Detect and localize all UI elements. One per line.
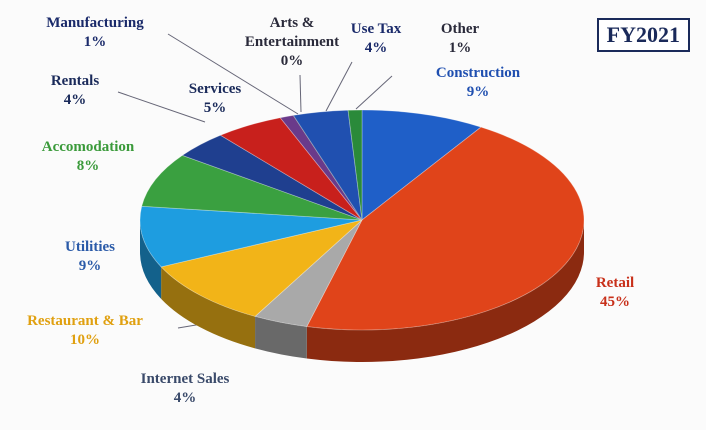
pie-slice <box>254 219 363 327</box>
category-name: Use Tax <box>350 21 402 37</box>
pie-slice <box>361 109 482 221</box>
value-label: 0% <box>280 53 304 69</box>
slice-label: Retail 45% <box>596 274 634 312</box>
category-name: Construction <box>435 65 521 81</box>
slice-label: Utilities 9% <box>65 238 115 276</box>
slice-label: Use Tax 4% <box>351 20 401 58</box>
pie-slice <box>141 154 363 221</box>
leader-line <box>117 91 206 123</box>
category-name: Services <box>188 81 242 97</box>
slice-label: Arts & Entertainment 0% <box>236 14 348 71</box>
category-name: Manufacturing <box>46 15 144 31</box>
leader-line <box>325 61 353 112</box>
pie-slice <box>139 205 363 268</box>
value-label: 4% <box>173 390 197 406</box>
category-name: Utilities <box>65 239 115 255</box>
value-label: 45% <box>599 294 630 310</box>
category-name: Restaurant & Bar <box>27 313 143 329</box>
category-name: Rentals <box>50 73 100 89</box>
category-name: Arts & Entertainment <box>244 15 340 50</box>
category-name: Retail <box>595 275 635 291</box>
category-name: Internet Sales <box>140 371 230 387</box>
slice-label: Internet Sales 4% <box>141 370 230 408</box>
value-label: 9% <box>78 258 102 274</box>
value-label: 4% <box>364 40 388 56</box>
pie-side <box>255 316 307 359</box>
value-label: 1% <box>448 40 472 56</box>
slice-label: Construction 9% <box>436 64 520 102</box>
pie-slice <box>160 219 363 317</box>
pie-sides <box>140 220 584 363</box>
slice-label: Accomodation 8% <box>42 138 135 176</box>
pie-slice <box>292 109 363 221</box>
slice-label: Services 5% <box>189 80 241 118</box>
leader-line <box>167 33 299 115</box>
slice-label: Restaurant & Bar 10% <box>27 312 143 350</box>
pie-tops <box>139 109 585 331</box>
pie-slice <box>219 117 363 221</box>
value-label: 1% <box>83 34 107 50</box>
slice-label: Rentals 4% <box>51 72 99 110</box>
pie-slice <box>279 114 363 221</box>
slice-label: Manufacturing 1% <box>46 14 144 52</box>
pie-slice <box>347 109 363 221</box>
chart-title: FY2021 <box>596 18 690 52</box>
pie-side <box>161 266 256 349</box>
pie-side <box>140 220 162 299</box>
value-label: 8% <box>76 158 100 174</box>
value-label: 10% <box>69 332 100 348</box>
pie-slice <box>306 126 585 331</box>
pie-slice <box>181 134 363 221</box>
value-label: 9% <box>466 84 490 100</box>
value-label: 5% <box>203 100 227 116</box>
slice-label: Other 1% <box>441 20 479 58</box>
pie-side <box>306 220 584 363</box>
category-name: Accomodation <box>41 139 135 155</box>
category-name: Other <box>440 21 480 37</box>
leader-line <box>299 74 302 113</box>
value-label: 4% <box>63 92 87 108</box>
leader-line <box>355 75 393 110</box>
